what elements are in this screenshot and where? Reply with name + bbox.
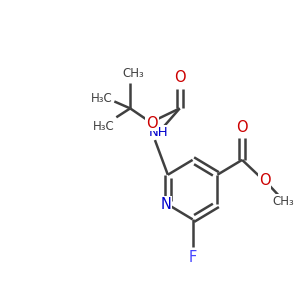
Text: O: O xyxy=(146,116,158,131)
Text: H₃C: H₃C xyxy=(93,120,114,133)
Text: N: N xyxy=(160,197,171,212)
Text: CH₃: CH₃ xyxy=(122,67,144,80)
Text: O: O xyxy=(259,173,271,188)
Text: NH: NH xyxy=(149,126,169,139)
Text: CH₃: CH₃ xyxy=(272,195,294,208)
Text: O: O xyxy=(174,70,185,85)
Text: H₃C: H₃C xyxy=(91,92,112,105)
Text: O: O xyxy=(236,120,248,135)
Text: F: F xyxy=(188,250,197,265)
